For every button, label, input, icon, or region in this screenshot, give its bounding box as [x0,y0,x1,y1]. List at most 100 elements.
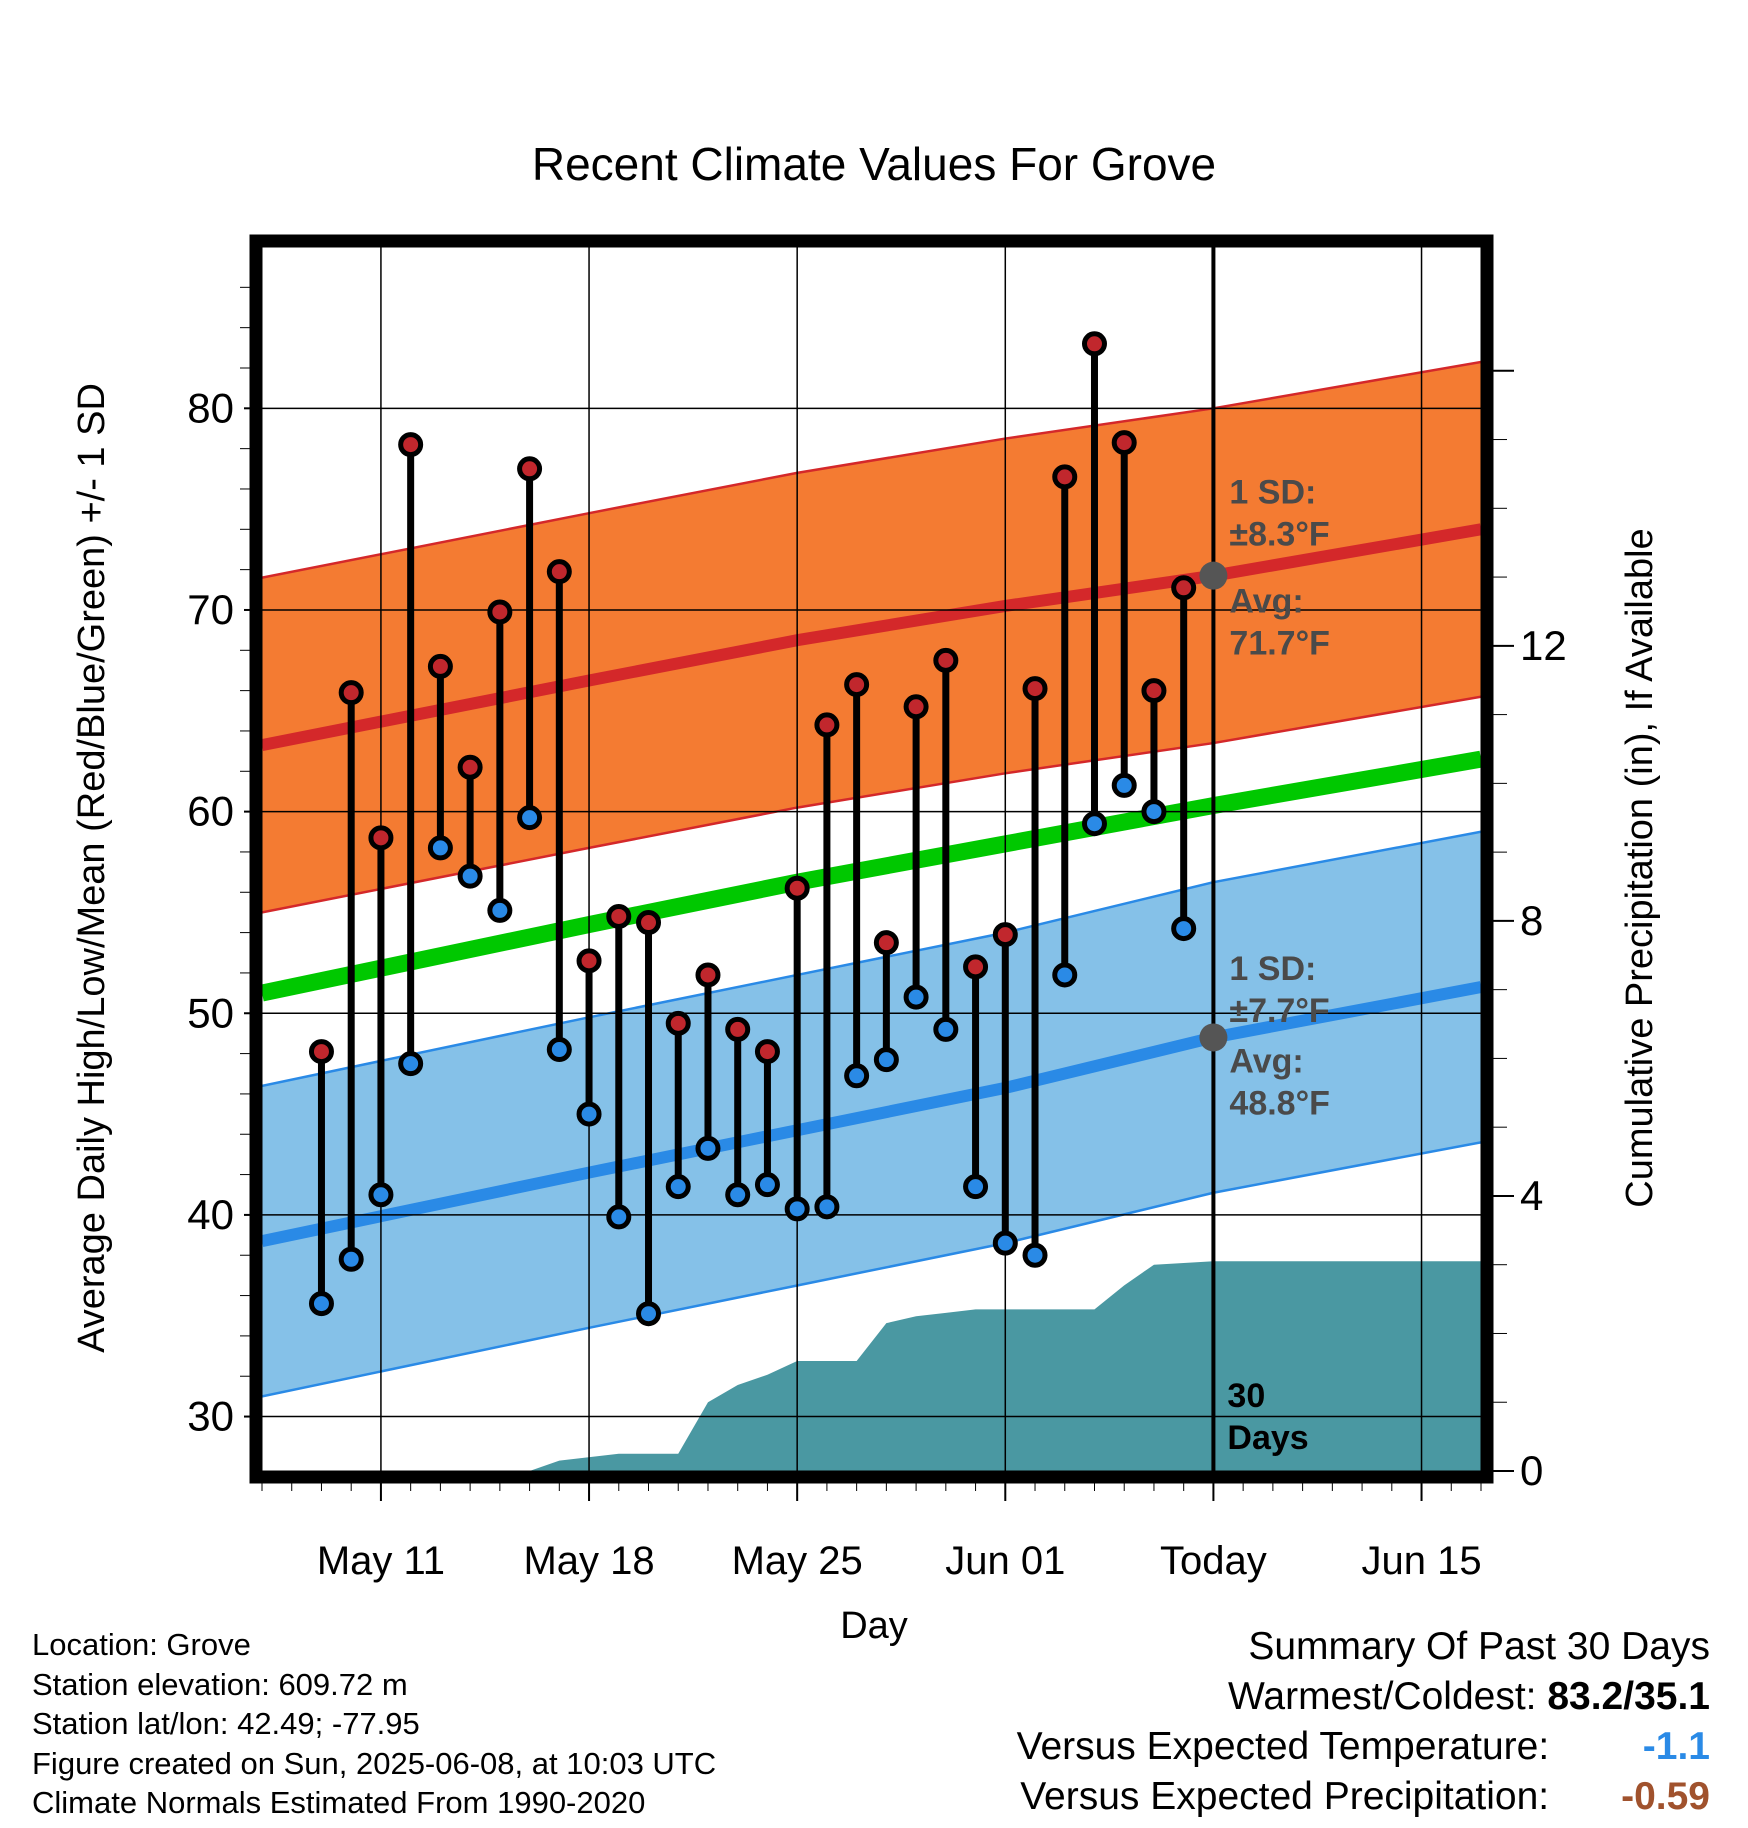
x-tick-label: Today [1160,1539,1267,1583]
low-point [933,1016,959,1042]
high-sd-label: 1 SD: [1229,473,1316,511]
low-sd-value: ±7.7°F [1229,992,1329,1030]
low-avg-value: 48.8°F [1229,1084,1330,1122]
chart-title: Recent Climate Values For Grove [532,138,1216,190]
high-sd-band-lower-edge [262,695,1481,914]
footer-location: Location: Grove [32,1627,251,1662]
high-point [1081,331,1107,357]
low-point [873,1047,899,1073]
summary-warmest-value: 83.2/35.1 [1547,1675,1710,1718]
low-point [338,1246,364,1272]
high-point [873,930,899,956]
high-point [814,712,840,738]
high-point [517,456,543,482]
low-point [1171,916,1197,942]
low-sd-label: 1 SD: [1229,950,1316,988]
footer-latlon: Station lat/lon: 42.49; -77.95 [32,1706,420,1741]
high-point [1141,678,1167,704]
low-point [606,1204,632,1230]
high-point [1052,464,1078,490]
days-unit-label: Days [1227,1419,1308,1457]
high-point [606,903,632,929]
high-point [1022,676,1048,702]
footer-normals: Climate Normals Estimated From 1990-2020 [32,1785,646,1820]
footer-elevation: Station elevation: 609.72 m [32,1666,408,1702]
y2-tick-label: 12 [1520,622,1567,669]
low-point [517,805,543,831]
high-point [427,653,453,679]
station-info: Location: Grove Station elevation: 609.7… [32,1625,716,1823]
low-point [903,984,929,1010]
low-point [695,1135,721,1161]
high-point [933,647,959,673]
low-point [844,1063,870,1089]
y-tick-label: 40 [187,1191,234,1238]
low-point [992,1230,1018,1256]
y-axis-label: Average Daily High/Low/Mean (Red/Blue/Gr… [71,383,113,1353]
low-average-marker [1199,1023,1228,1052]
high-point [1171,575,1197,601]
high-point [754,1039,780,1065]
summary-precip-value: -0.59 [1621,1775,1710,1818]
high-point [1111,430,1137,456]
footer-created: Figure created on Sun, 2025-06-08, at 10… [32,1745,717,1781]
plot-frame [249,234,1494,1484]
high-point [457,754,483,780]
x-tick-label: May 25 [732,1539,863,1583]
low-point [784,1196,810,1222]
high-point [546,559,572,585]
summary-title: Summary Of Past 30 Days [1248,1625,1710,1668]
summary-temp-row: Versus Expected Temperature: -1.1 [1017,1722,1710,1772]
high-point [368,825,394,851]
y-tick-label: 80 [187,384,234,431]
high-point [487,599,513,625]
low-avg-label: Avg: [1229,1042,1303,1080]
high-point [784,875,810,901]
low-point [665,1174,691,1200]
high-average-line [262,523,1481,751]
low-point [457,863,483,889]
high-point [963,954,989,980]
y-tick-label: 70 [187,586,234,633]
high-point [903,694,929,720]
y2-axis-label: Cumulative Precipitation (in), If Availa… [1619,528,1661,1207]
high-point [308,1039,334,1065]
y-tick-label: 50 [187,989,234,1036]
x-axis-label: Day [840,1605,908,1647]
low-point [963,1174,989,1200]
low-sd-band-lower-edge [262,1141,1481,1398]
high-sd-band [262,361,1481,913]
x-tick-label: Jun 15 [1361,1539,1481,1583]
precipitation-area [440,1261,1481,1471]
y2-tick-label: 0 [1520,1447,1543,1494]
low-average-line [262,981,1481,1247]
high-point [992,922,1018,948]
high-sd-value: ±8.3°F [1229,515,1329,553]
x-tick-label: May 18 [523,1539,654,1583]
low-sd-band-upper-edge [262,830,1481,1088]
x-tick-label: Jun 01 [945,1539,1065,1583]
low-point [814,1194,840,1220]
low-point [1052,962,1078,988]
low-point [1141,799,1167,825]
high-avg-value: 71.7°F [1229,625,1330,663]
low-point [427,835,453,861]
days-count-label: 30 [1227,1377,1265,1415]
high-point [725,1016,751,1042]
high-average-marker [1199,561,1228,590]
summary-warmest-label: Warmest/Coldest: [1228,1675,1537,1718]
low-point [754,1172,780,1198]
high-avg-label: Avg: [1229,583,1303,621]
high-point [665,1010,691,1036]
y2-tick-label: 8 [1520,897,1543,944]
low-point [576,1101,602,1127]
y2-tick-label: 4 [1520,1172,1543,1219]
low-point [546,1037,572,1063]
summary-warmest-row: Warmest/Coldest: 83.2/35.1 [1017,1672,1710,1722]
y-tick-label: 30 [187,1393,234,1440]
high-point [576,948,602,974]
summary-precip-label: Versus Expected Precipitation: [1020,1775,1550,1818]
low-point [1111,772,1137,798]
high-point [338,680,364,706]
